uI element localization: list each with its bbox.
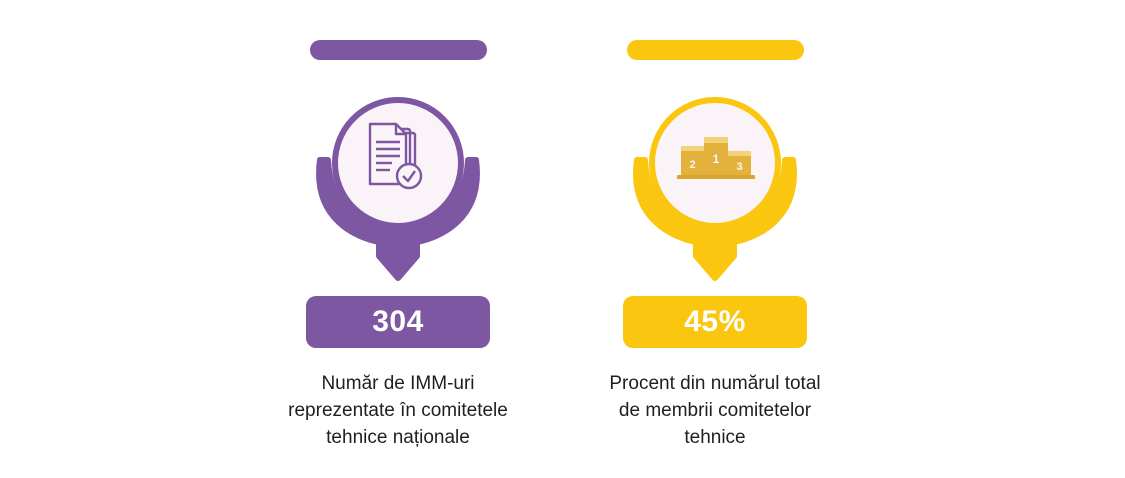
- pin-graphic: [310, 40, 487, 281]
- podium-label: 3: [736, 161, 742, 173]
- caption-line: Număr de IMM-uri: [321, 373, 475, 394]
- caption-line: Procent din numărul total: [609, 373, 821, 394]
- caption-line: reprezentate în comitetele: [288, 400, 508, 421]
- stat-caption: Număr de IMM-uri reprezentate în comitet…: [268, 370, 528, 451]
- podium-label: 2: [689, 159, 695, 171]
- top-bar: [627, 40, 804, 60]
- stat-caption: Procent din numărul total de membrii com…: [585, 370, 845, 451]
- caption-line: tehnice: [684, 427, 746, 448]
- podium-icon: 2 1 3: [677, 137, 755, 179]
- document-check-icon: [368, 122, 423, 190]
- top-bar: [310, 40, 487, 60]
- stat-card-imm: 304 Număr de IMM-uri reprezentate în com…: [268, 0, 528, 478]
- stat-card-percent: 2 1 3 45% Procent din numărul total de m…: [585, 0, 845, 478]
- stat-value: 304: [306, 296, 490, 348]
- caption-line: de membrii comitetelor: [618, 400, 812, 421]
- podium-label: 1: [713, 152, 720, 166]
- caption-line: tehnice naționale: [326, 427, 470, 448]
- pin-graphic: 2 1 3: [627, 40, 804, 281]
- stat-value: 45%: [623, 296, 807, 348]
